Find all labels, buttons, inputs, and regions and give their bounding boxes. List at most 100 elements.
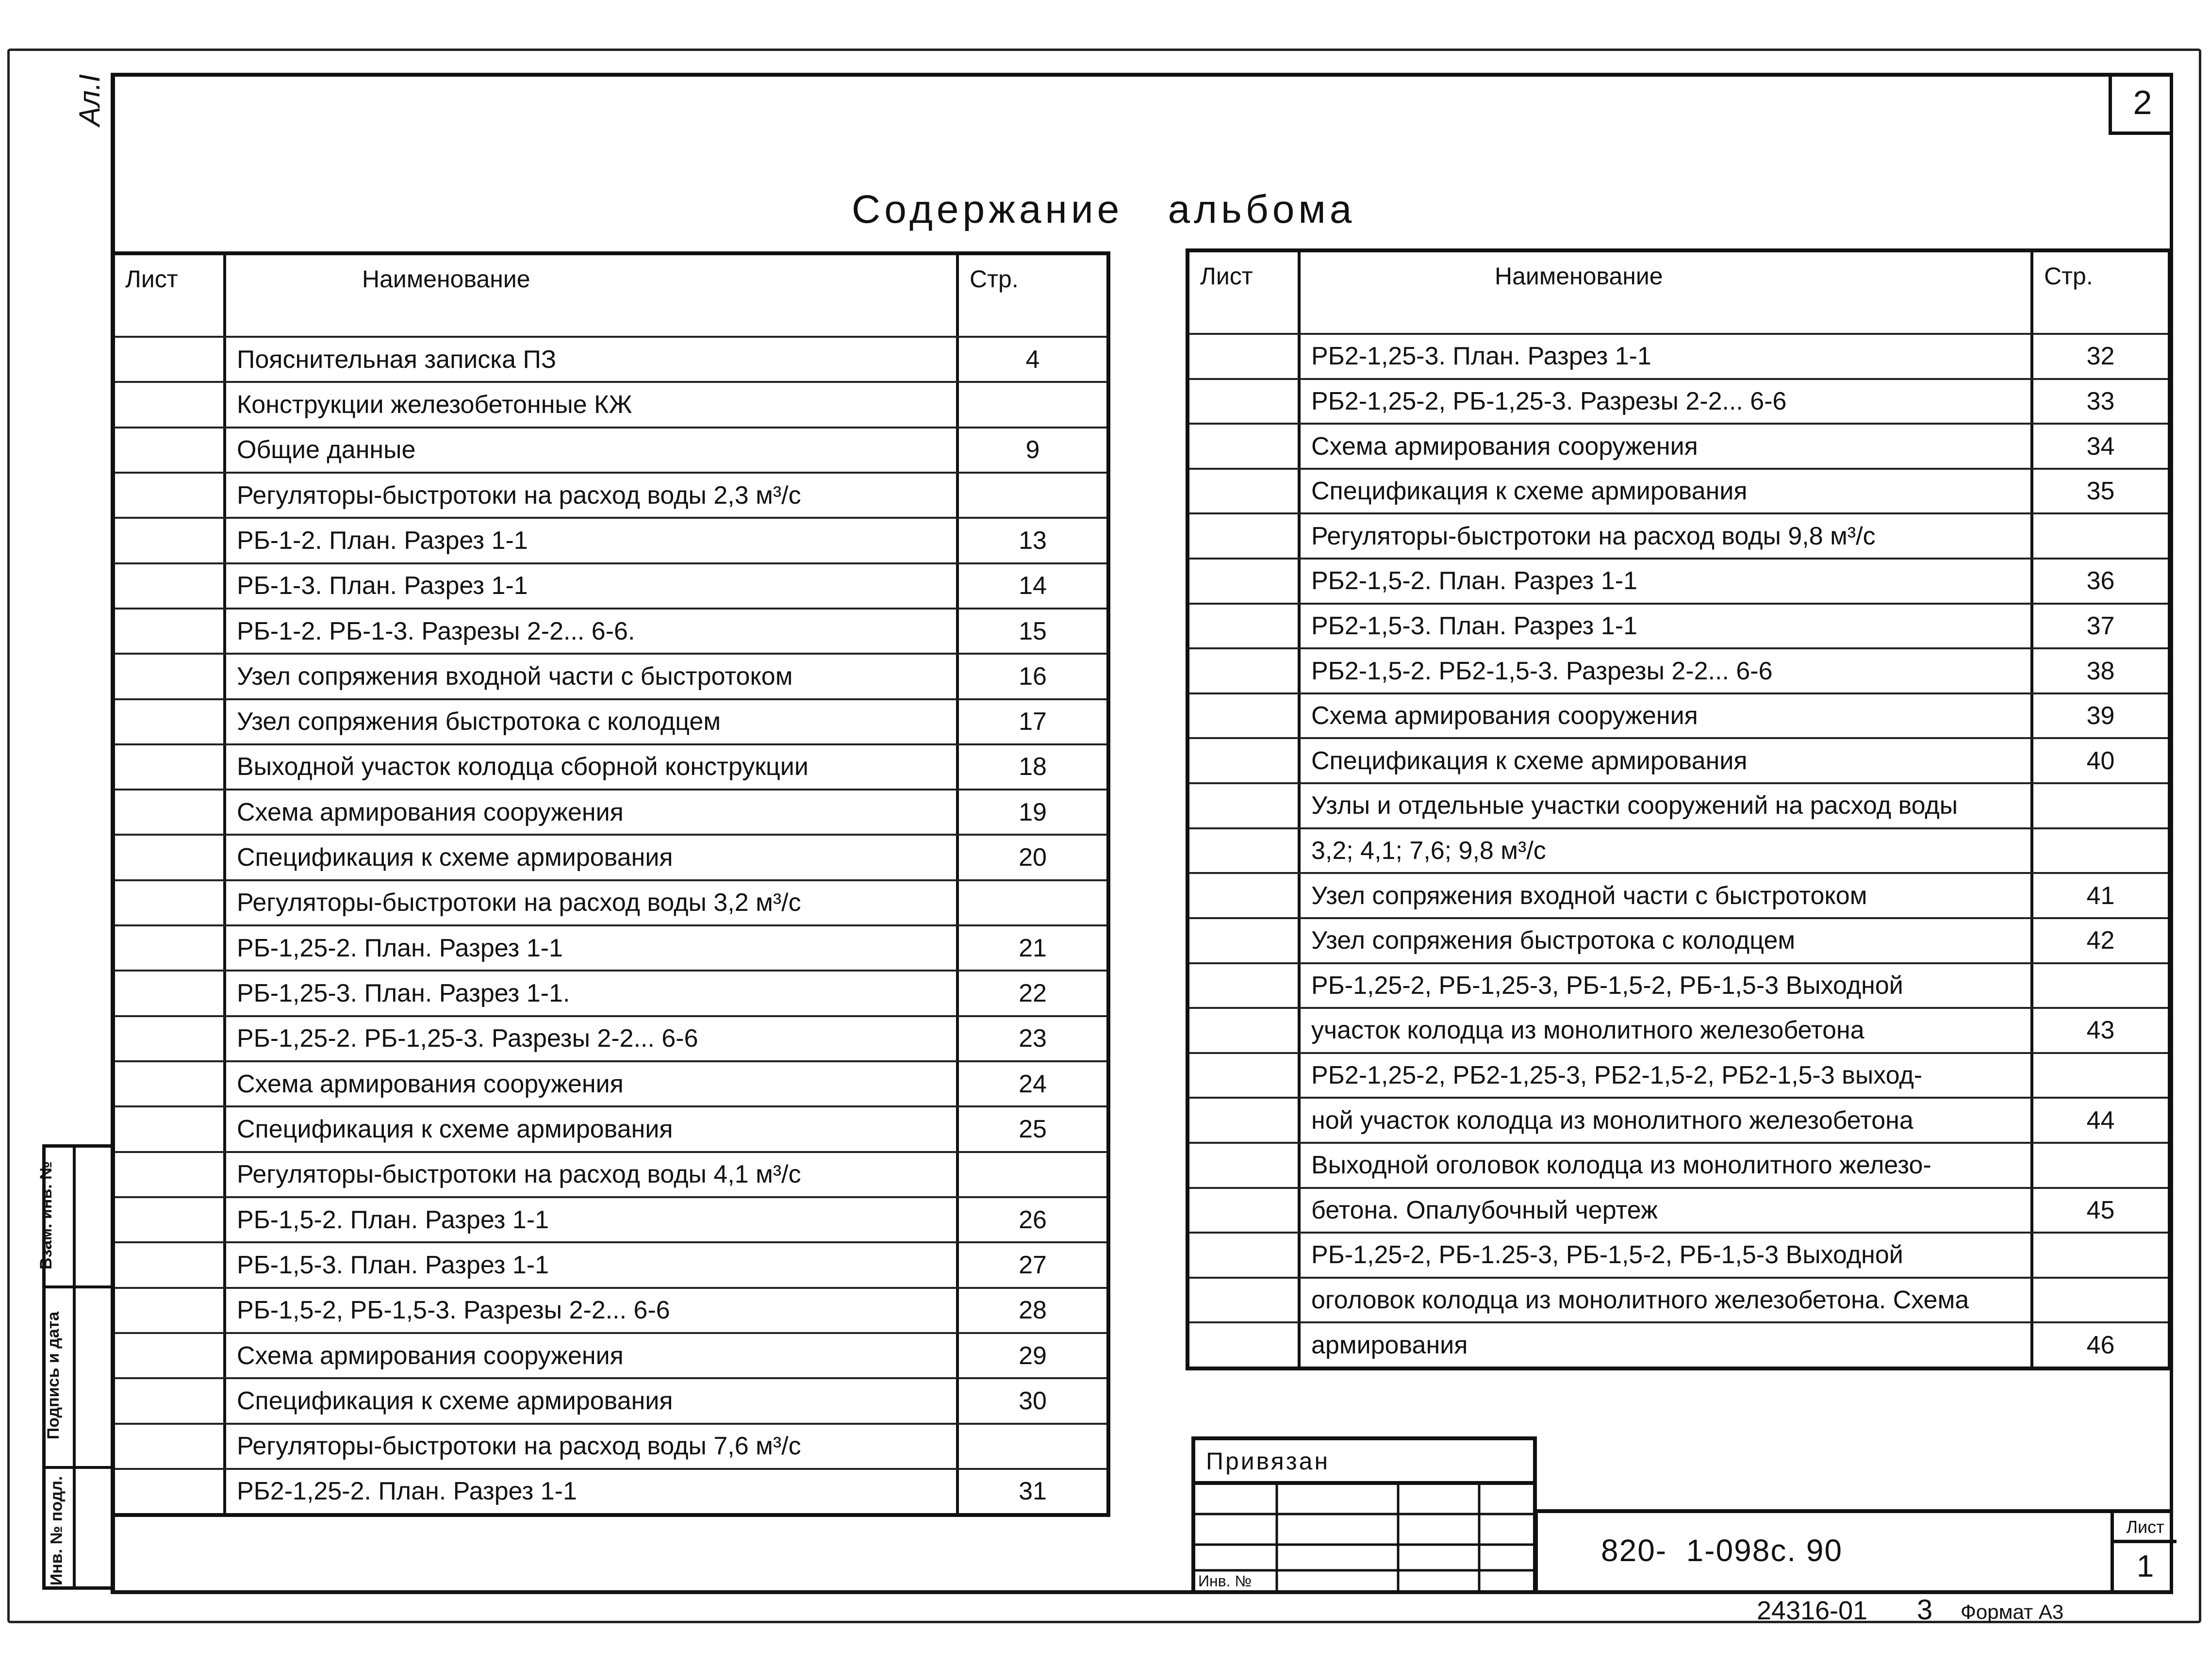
cell-sheet	[1189, 739, 1298, 782]
table-row: РБ2-1,25-2, РБ2-1,25-3, РБ2-1,5-2, РБ2-1…	[1189, 1052, 2168, 1097]
cell-page: 9	[956, 428, 1106, 472]
cell-page	[956, 1424, 1106, 1468]
table-row: Регуляторы-быстротоки на расход воды 4,1…	[115, 1151, 1106, 1196]
cell-name: Выходной участок колодца сборной констру…	[223, 745, 956, 789]
cell-sheet	[115, 1243, 223, 1286]
cell-page: 31	[956, 1469, 1106, 1514]
table-row: Выходной оголовок колодца из монолитного…	[1189, 1141, 2168, 1187]
cell-name: РБ-1,25-3. План. Разрез 1-1.	[223, 972, 956, 1015]
table-row: РБ2-1,25-3. План. Разрез 1-1 32	[1189, 335, 2168, 378]
table-header: Лист Наименование Стр.	[1189, 252, 2168, 335]
table-row: армирования 46	[1189, 1321, 2168, 1367]
table-row: бетона. Опалубочный чертеж 45	[1189, 1186, 2168, 1232]
cell-sheet	[115, 1062, 223, 1105]
cell-name: Схема армирования сооружения	[223, 791, 956, 834]
cell-sheet	[115, 1470, 223, 1513]
table-row: Узел сопряжения входной части с быстрото…	[115, 653, 1106, 698]
cell-page: 37	[2030, 604, 2168, 648]
cell-page: 29	[956, 1334, 1106, 1378]
table-row: Спецификация к схеме армирования 40	[1189, 737, 2168, 783]
cell-name: Схема армирования сооружения	[1298, 425, 2030, 468]
table-row: РБ2-1,5-2. РБ2-1,5-3. Разрезы 2-2... 6-6…	[1189, 647, 2168, 692]
cell-sheet	[115, 1425, 223, 1468]
cell-sheet	[1189, 829, 1298, 873]
table-row: ной участок колодца из монолитного желез…	[1189, 1097, 2168, 1142]
cell-page: 42	[2030, 919, 2168, 962]
cell-sheet	[1189, 694, 1298, 738]
header-name: Наименование	[1298, 252, 2030, 333]
cell-sheet	[115, 519, 223, 562]
header-name: Наименование	[223, 255, 956, 336]
table-row: Схема армирования сооружения 29	[115, 1332, 1106, 1378]
cell-page: 27	[956, 1243, 1106, 1287]
cell-page: 36	[2030, 560, 2168, 603]
sheet-box: Лист 1	[2111, 1513, 2177, 1594]
cell-sheet	[1189, 425, 1298, 468]
cell-sheet	[1189, 470, 1298, 513]
cell-page: 39	[2030, 694, 2168, 738]
cell-sheet	[115, 383, 223, 426]
cell-name: бетона. Опалубочный чертеж	[1298, 1188, 2030, 1232]
cell-page: 35	[2030, 469, 2168, 513]
cell-page	[2030, 514, 2168, 558]
cell-page	[956, 1153, 1106, 1196]
cell-name: РБ-1-3. План. Разрез 1-1	[223, 564, 956, 608]
cell-page	[2030, 1234, 2168, 1277]
cell-name: Спецификация к схеме армирования	[223, 1379, 956, 1423]
cell-page: 20	[956, 836, 1106, 879]
table-row: Схема армирования сооружения 34	[1189, 423, 2168, 468]
cell-page: 18	[956, 745, 1106, 789]
cell-name: ной участок колодца из монолитного желез…	[1298, 1099, 2030, 1142]
cell-name: Узел сопряжения быстротока с колодцем	[223, 700, 956, 743]
cell-sheet	[115, 1289, 223, 1332]
table-row: Регуляторы-быстротоки на расход воды 9,8…	[1189, 512, 2168, 558]
document-code: 820- 1-098с. 90	[1601, 1533, 1843, 1568]
page-title: Содержание альбома	[852, 187, 1356, 231]
cell-name: РБ-1,5-3. План. Разрез 1-1	[223, 1243, 956, 1287]
cell-page: 38	[2030, 649, 2168, 692]
cell-sheet	[1189, 1234, 1298, 1277]
album-label: Ал.I	[73, 74, 106, 126]
binding-inv-label: Инв. №	[1198, 1572, 1252, 1590]
cell-name: Узел сопряжения входной части с быстрото…	[1298, 874, 2030, 917]
table-row: РБ2-1,25-2. План. Разрез 1-1 31	[115, 1467, 1106, 1514]
cell-page: 25	[956, 1107, 1106, 1151]
stamp-label-column	[46, 1148, 76, 1586]
cell-name: Узел сопряжения быстротока с колодцем	[1298, 919, 2030, 962]
binding-grid	[1195, 1481, 1533, 1590]
stamp-divider	[46, 1285, 114, 1288]
cell-page: 22	[956, 972, 1106, 1015]
cell-page	[956, 383, 1106, 427]
table-row: РБ2-1,5-3. План. Разрез 1-1 37	[1189, 602, 2168, 648]
cell-page: 24	[956, 1062, 1106, 1106]
cell-sheet	[1189, 560, 1298, 603]
cell-page	[2030, 1143, 2168, 1187]
cell-name: РБ-1,25-2, РБ-1.25-3, РБ-1,5-2, РБ-1,5-3…	[1298, 1234, 2030, 1277]
cell-name: Пояснительная записка ПЗ	[223, 338, 956, 381]
contents-table-right: Лист Наименование Стр. РБ2-1,25-3. План.…	[1186, 248, 2172, 1370]
table-row: РБ-1,5-3. План. Разрез 1-1 27	[115, 1241, 1106, 1287]
stamp-replace-inv: Взам. инв. №	[37, 1161, 56, 1270]
cell-name: РБ-1-2. План. Разрез 1-1	[223, 519, 956, 562]
cell-name: Схема армирования сооружения	[223, 1334, 956, 1378]
cell-name: оголовок колодца из монолитного железобе…	[1298, 1278, 2030, 1322]
cell-sheet	[115, 1153, 223, 1196]
cell-sheet	[115, 338, 223, 381]
cell-sheet	[1189, 649, 1298, 692]
table-row: Узел сопряжения быстротока с колодцем 42	[1189, 917, 2168, 962]
stamp-divider	[46, 1466, 114, 1469]
cell-name: 3,2; 4,1; 7,6; 9,8 м³/с	[1298, 829, 2030, 873]
cell-page: 43	[2030, 1009, 2168, 1052]
cell-name: РБ2-1,25-2, РБ2-1,25-3, РБ2-1,5-2, РБ2-1…	[1298, 1054, 2030, 1097]
header-sheet: Лист	[1200, 263, 1253, 290]
table-row: РБ-1,25-2. План. Разрез 1-1 21	[115, 924, 1106, 970]
cell-name: Узел сопряжения входной части с быстрото…	[223, 655, 956, 698]
table-header: Лист Наименование Стр.	[115, 255, 1106, 338]
cell-name: Общие данные	[223, 428, 956, 472]
format-label: Формат А3	[1961, 1600, 2064, 1623]
cell-sheet	[115, 1334, 223, 1377]
cell-page: 45	[2030, 1188, 2168, 1232]
cell-sheet	[115, 609, 223, 653]
cell-name: РБ2-1,25-2, РБ-1,25-3. Разрезы 2-2... 6-…	[1298, 379, 2030, 423]
stamp-inv-original: Инв. № подл.	[47, 1476, 66, 1586]
